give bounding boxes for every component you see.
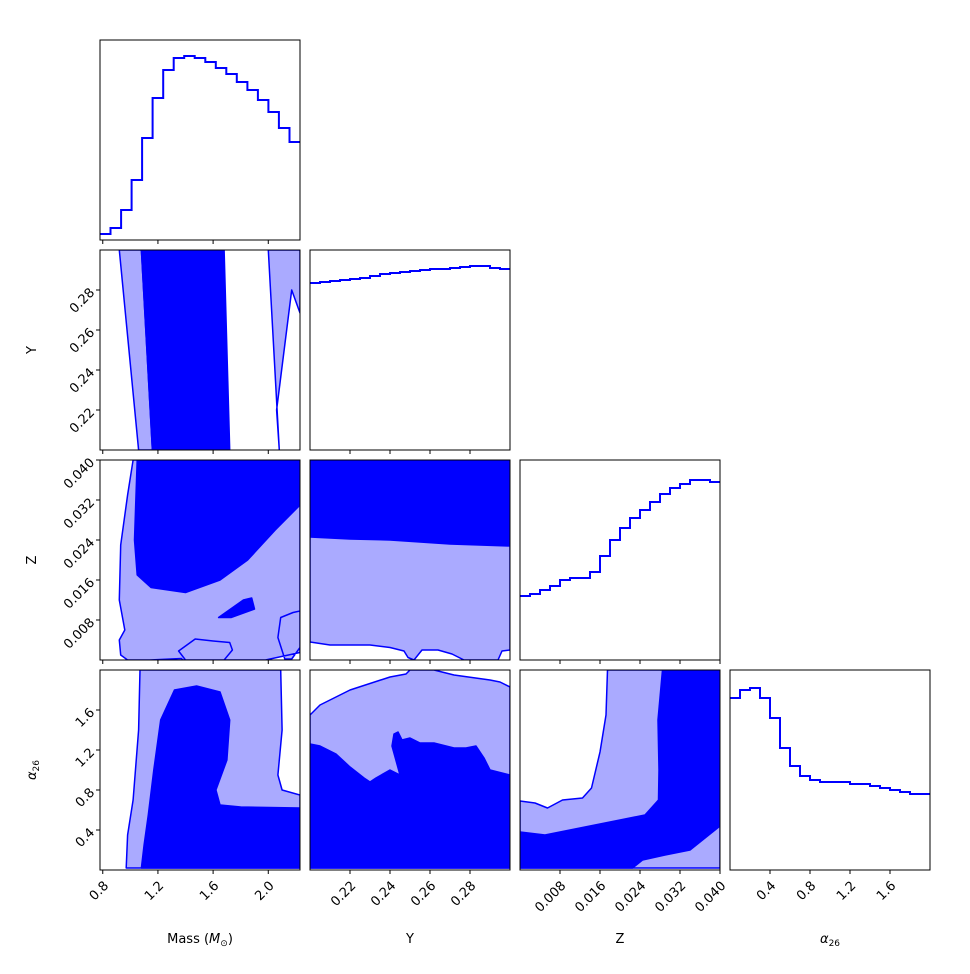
contour-inner-region <box>520 670 720 869</box>
y-tick-label: 0.24 <box>67 365 98 396</box>
x-tick-label: 0.040 <box>692 879 729 916</box>
y-tick-label: 0.28 <box>67 285 98 316</box>
panel-frame-3-0 <box>99 669 301 871</box>
contour-z-alpha <box>520 670 720 869</box>
contour-mass-y <box>118 250 300 450</box>
contour-y-alpha <box>310 670 510 869</box>
histogram-mass <box>100 55 300 235</box>
x-tick-label: 0.032 <box>652 879 689 916</box>
contour-inner-region <box>133 460 300 594</box>
x-tick-label: 1.6 <box>874 879 899 904</box>
panel-frame-0-0 <box>99 39 301 241</box>
x-tick-label: 0.8 <box>87 879 112 904</box>
panel-frame-2-1 <box>309 459 511 661</box>
x-tick-label: 0.016 <box>572 879 609 916</box>
panel-frame-3-2 <box>519 669 721 871</box>
y-axis-label-alpha: α26 <box>25 760 42 780</box>
x-tick-label: 0.8 <box>794 879 819 904</box>
y-tick-label: 0.4 <box>73 825 98 850</box>
y-tick-label: 0.26 <box>67 325 98 356</box>
x-tick-label: 1.6 <box>197 879 222 904</box>
y-tick-label: 0.032 <box>61 495 98 532</box>
contour-inner-region <box>140 685 300 869</box>
contour-inner-region <box>217 597 256 619</box>
y-tick-label: 1.6 <box>73 705 98 730</box>
x-tick-label: 0.4 <box>754 879 779 904</box>
contour-inner-region <box>140 250 231 450</box>
y-tick-label: 0.008 <box>61 615 98 652</box>
x-tick-label: 1.2 <box>834 879 859 904</box>
panel-frame-1-1 <box>309 249 511 451</box>
x-axis-label-alpha: α26 <box>820 932 840 949</box>
contour-mass-alpha <box>125 670 300 869</box>
y-tick-label: 1.2 <box>73 745 98 770</box>
x-tick-label: 0.24 <box>368 879 399 910</box>
contour-outer-region <box>267 250 300 450</box>
y-tick-label: 0.8 <box>73 785 98 810</box>
panel-frame-2-2 <box>519 459 721 661</box>
panel-frame-3-1 <box>309 669 511 871</box>
panel-frame-1-0 <box>99 249 301 451</box>
x-tick-label: 1.2 <box>142 879 167 904</box>
y-axis-label-z: Z <box>25 555 40 564</box>
x-tick-label: 0.22 <box>328 879 359 910</box>
contour-mass-z <box>118 460 300 660</box>
contour-y-z <box>310 460 510 660</box>
histogram-y <box>310 265 510 284</box>
x-tick-label: 0.024 <box>612 879 649 916</box>
panel-frame-3-3 <box>729 669 931 871</box>
y-tick-label: 0.040 <box>61 455 98 492</box>
y-tick-label: 0.22 <box>67 405 98 436</box>
y-axis-label-y: Y <box>25 346 40 355</box>
contour-inner-region <box>310 731 510 869</box>
x-tick-label: 0.26 <box>408 879 439 910</box>
x-tick-label: 0.28 <box>448 879 479 910</box>
histogram-alpha <box>730 687 930 795</box>
x-tick-label: 0.008 <box>532 879 569 916</box>
x-axis-label-mass: Mass (M⊙) <box>167 932 233 949</box>
y-tick-label: 0.016 <box>61 575 98 612</box>
x-axis-label-y: Y <box>405 932 414 947</box>
panel-frame-2-0 <box>99 459 301 661</box>
x-axis-label-z: Z <box>616 932 625 947</box>
histogram-z <box>520 479 720 597</box>
x-tick-label: 2.0 <box>252 879 277 904</box>
y-tick-label: 0.024 <box>61 535 98 572</box>
contour-inner-region <box>310 460 510 547</box>
